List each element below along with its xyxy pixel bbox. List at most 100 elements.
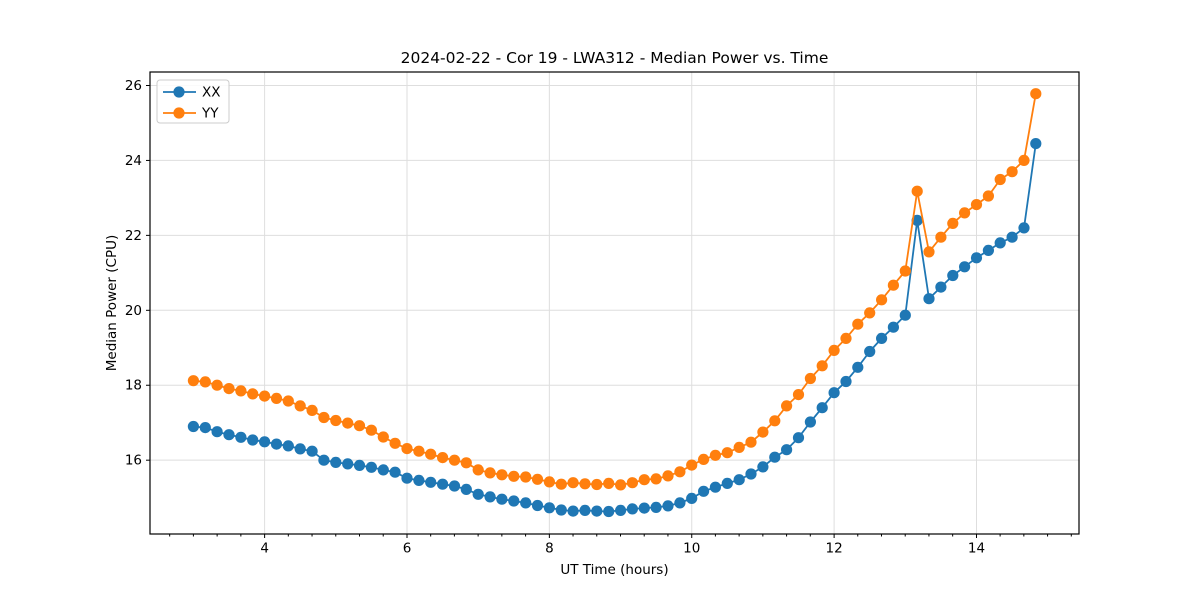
data-point-XX [318,454,330,466]
data-point-XX [531,499,544,512]
data-point-XX [745,468,757,480]
data-point-XX [496,493,508,505]
plot-border [149,71,1080,535]
data-point-YY [365,424,377,436]
data-point-YY [887,279,900,291]
data-point-YY [187,375,199,387]
data-point-YY [674,466,686,478]
data-point-YY [389,437,401,449]
data-point-YY [626,477,639,489]
data-point-YY [876,294,888,306]
x-tick-label: 14 [968,541,985,557]
data-point-YY [496,469,508,481]
data-point-XX [638,502,650,514]
y-tick-label: 24 [125,153,142,169]
data-point-YY [935,231,947,243]
data-point-YY [199,376,211,388]
data-point-YY [615,479,627,491]
data-point-XX [555,504,567,516]
data-point-XX [223,429,235,441]
data-point-XX [615,504,627,516]
data-point-YY [733,441,745,453]
data-point-YY [211,379,223,391]
data-point-YY [437,452,449,464]
data-point-XX [650,501,662,513]
data-point-YY [638,474,650,486]
data-point-XX [211,426,223,438]
data-point-XX [1018,222,1030,234]
x-tick-label: 6 [403,541,412,557]
data-point-XX [923,293,935,305]
data-point-XX [270,438,283,450]
data-point-YY [401,443,413,455]
series-line-XX [193,143,1037,513]
data-point-YY [543,476,556,488]
data-point-YY [448,454,461,466]
data-point-YY [1018,154,1030,166]
data-point-XX [187,420,199,433]
data-point-YY [757,426,769,438]
data-point-YY [1030,88,1042,100]
data-point-YY [318,411,330,424]
data-point-XX [437,478,449,490]
data-point-XX [709,481,722,493]
data-point-YY [923,246,935,258]
data-point-YY [282,395,294,407]
data-point-YY [567,477,579,489]
x-tick-label: 8 [545,541,554,557]
data-point-XX [353,459,366,471]
data-point-XX [876,332,888,344]
data-point-YY [294,400,306,412]
data-point-XX [247,434,259,446]
data-point-XX [899,309,911,321]
data-point-XX [721,477,733,489]
data-point-XX [235,431,247,443]
data-point-YY [745,436,757,448]
data-point-YY [270,392,283,404]
data-point-XX [769,451,781,463]
data-point-YY [828,344,840,356]
data-point-YY [425,448,437,460]
data-point-YY [899,265,911,277]
y-axis-label: Median Power (CPU) [104,234,120,372]
data-point-YY [959,207,971,219]
data-point-XX [733,474,745,486]
data-point-YY [781,400,793,412]
legend-label-XX: XX [202,85,221,101]
data-point-YY [911,185,923,197]
data-point-XX [828,387,840,399]
data-point-YY [994,173,1006,186]
data-point-XX [698,485,710,497]
y-tick-label: 22 [125,228,142,244]
data-point-YY [816,360,828,372]
data-point-YY [579,478,591,490]
data-point-YY [650,473,662,485]
data-point-YY [792,389,805,401]
y-tick-label: 18 [125,378,142,394]
data-point-YY [603,477,615,489]
data-point-YY [342,417,354,429]
data-point-XX [484,491,496,503]
data-point-YY [970,199,983,211]
data-point-YY [769,415,781,427]
data-point-YY [306,404,318,416]
data-point-YY [947,217,959,229]
data-point-XX [626,503,639,515]
data-point-YY [484,467,496,479]
data-point-XX [567,505,579,517]
legend-label-YY: YY [201,106,219,122]
data-point-YY [531,473,544,485]
data-point-XX [947,269,959,282]
data-point-XX [1006,231,1018,243]
data-point-XX [887,321,900,333]
y-tick-label: 20 [125,303,142,319]
data-point-YY [555,478,567,490]
data-point-XX [911,214,923,226]
data-point-XX [662,500,674,512]
data-point-XX [591,505,603,517]
data-point-YY [864,307,876,319]
data-point-YY [460,457,472,469]
data-point-XX [781,444,793,456]
data-point-XX [389,466,401,478]
